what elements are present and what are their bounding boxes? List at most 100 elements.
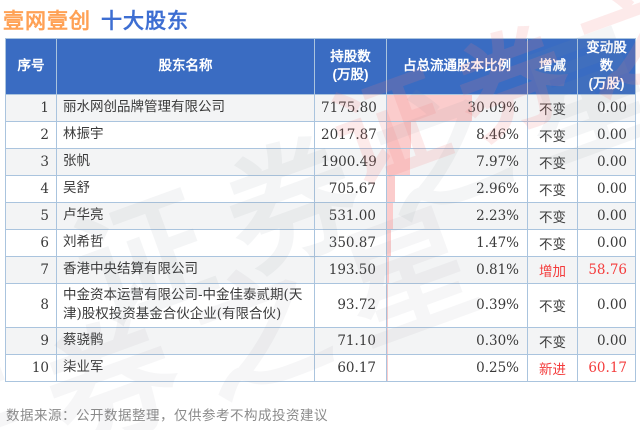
cell-change: 增加 <box>527 255 578 284</box>
cell-delta: 60.17 <box>577 353 636 382</box>
stock-name: 壹网壹创 <box>3 10 91 33</box>
cell-seq: 6 <box>5 228 57 257</box>
cell-change: 不变 <box>527 201 578 230</box>
cell-delta: 0.00 <box>577 326 636 355</box>
cell-shares: 1900.49 <box>314 147 387 176</box>
ratio-value: 8.46% <box>476 126 519 143</box>
table-row: 5 卢华亮 531.00 2.23% 不变 0.00 <box>5 201 636 230</box>
cell-shares: 531.00 <box>314 201 387 230</box>
cell-shareholder-name: 张帆 <box>56 147 315 176</box>
cell-ratio: 0.30% <box>386 326 528 355</box>
cell-seq: 10 <box>5 353 57 382</box>
ratio-value: 30.09% <box>467 99 519 116</box>
table-row: 9 蔡骁鹘 71.10 0.30% 不变 0.00 <box>5 326 636 355</box>
cell-change: 不变 <box>527 120 578 149</box>
cell-shareholder-name: 林振宇 <box>56 120 315 149</box>
cell-ratio: 0.25% <box>386 353 528 382</box>
cell-delta: 0.00 <box>577 282 636 328</box>
cell-seq: 5 <box>5 201 57 230</box>
cell-ratio: 8.46% <box>386 120 528 149</box>
cell-shareholder-name: 中金资本运营有限公司-中金佳泰贰期(天津)股权投资基金合伙企业(有限合伙) <box>56 282 315 328</box>
cell-change: 新进 <box>527 353 578 382</box>
cell-shareholder-name: 蔡骁鹘 <box>56 326 315 355</box>
table-row: 8 中金资本运营有限公司-中金佳泰贰期(天津)股权投资基金合伙企业(有限合伙) … <box>5 282 636 328</box>
table-row: 4 吴舒 705.67 2.96% 不变 0.00 <box>5 174 636 203</box>
cell-change: 不变 <box>527 326 578 355</box>
cell-shares: 60.17 <box>314 353 387 382</box>
cell-shares: 350.87 <box>314 228 387 257</box>
cell-shareholder-name: 丽水网创品牌管理有限公司 <box>56 93 315 122</box>
col-header-change: 增减 <box>527 38 578 95</box>
ratio-value: 0.25% <box>476 359 519 376</box>
table-row: 6 刘希哲 350.87 1.47% 不变 0.00 <box>5 228 636 257</box>
ratio-bar <box>387 202 394 229</box>
cell-shares: 71.10 <box>314 326 387 355</box>
cell-change: 不变 <box>527 228 578 257</box>
col-header-ratio: 占总流通股本比例 <box>386 38 528 95</box>
cell-shareholder-name: 柒业军 <box>56 353 315 382</box>
cell-shares: 193.50 <box>314 255 387 284</box>
cell-change: 不变 <box>527 282 578 328</box>
col-header-name: 股东名称 <box>56 38 315 95</box>
cell-seq: 3 <box>5 147 57 176</box>
ratio-bar <box>387 229 392 256</box>
ratio-value: 0.81% <box>476 261 519 278</box>
cell-ratio: 2.23% <box>386 201 528 230</box>
table-row: 1 丽水网创品牌管理有限公司 7175.80 30.09% 不变 0.00 <box>5 93 636 122</box>
cell-shareholder-name: 吴舒 <box>56 174 315 203</box>
data-source-note: 数据来源：公开数据整理，仅供参考不构成投资建议 <box>6 408 328 424</box>
col-header-delta: 变动股数 (万股) <box>577 38 636 95</box>
ratio-value: 0.30% <box>476 332 519 349</box>
cell-shares: 93.72 <box>314 282 387 328</box>
table-header-row: 序号 股东名称 持股数 (万股) 占总流通股本比例 增减 变动股数 (万股) <box>5 38 636 95</box>
cell-delta: 0.00 <box>577 93 636 122</box>
cell-delta: 0.00 <box>577 147 636 176</box>
cell-ratio: 7.97% <box>386 147 528 176</box>
ratio-bar <box>387 121 411 148</box>
ratio-bar <box>387 94 473 121</box>
ratio-value: 1.47% <box>476 234 519 251</box>
table-row: 10 柒业军 60.17 0.25% 新进 60.17 <box>5 353 636 382</box>
shareholder-table: 序号 股东名称 持股数 (万股) 占总流通股本比例 增减 变动股数 (万股) 1… <box>5 38 636 382</box>
cell-delta: 0.00 <box>577 228 636 257</box>
ratio-bar <box>387 327 388 354</box>
table-row: 7 香港中央结算有限公司 193.50 0.81% 增加 58.76 <box>5 255 636 284</box>
ratio-value: 7.97% <box>476 153 519 170</box>
ratio-value: 2.23% <box>476 207 519 224</box>
ratio-bar <box>387 283 389 327</box>
col-header-seq: 序号 <box>5 38 57 95</box>
cell-shareholder-name: 卢华亮 <box>56 201 315 230</box>
cell-seq: 7 <box>5 255 57 284</box>
page-title: 壹网壹创 十大股东 <box>3 5 189 35</box>
cell-shares: 2017.87 <box>314 120 387 149</box>
ratio-bar <box>387 354 388 381</box>
cell-ratio: 30.09% <box>386 93 528 122</box>
cell-delta: 0.00 <box>577 174 636 203</box>
cell-seq: 9 <box>5 326 57 355</box>
ratio-value: 2.96% <box>476 180 519 197</box>
ratio-bar <box>387 148 410 175</box>
cell-seq: 2 <box>5 120 57 149</box>
cell-seq: 8 <box>5 282 57 328</box>
cell-shareholder-name: 刘希哲 <box>56 228 315 257</box>
cell-ratio: 0.81% <box>386 255 528 284</box>
cell-change: 不变 <box>527 147 578 176</box>
ratio-bar <box>387 175 396 202</box>
cell-ratio: 1.47% <box>386 228 528 257</box>
cell-change: 不变 <box>527 93 578 122</box>
cell-delta: 0.00 <box>577 120 636 149</box>
ratio-value: 0.39% <box>476 297 519 314</box>
cell-seq: 1 <box>5 93 57 122</box>
cell-shareholder-name: 香港中央结算有限公司 <box>56 255 315 284</box>
ratio-bar <box>387 256 390 283</box>
cell-delta: 58.76 <box>577 255 636 284</box>
cell-ratio: 0.39% <box>386 282 528 328</box>
table-row: 3 张帆 1900.49 7.97% 不变 0.00 <box>5 147 636 176</box>
table-row: 2 林振宇 2017.87 8.46% 不变 0.00 <box>5 120 636 149</box>
cell-seq: 4 <box>5 174 57 203</box>
col-header-shares: 持股数 (万股) <box>314 38 387 95</box>
title-suffix: 十大股东 <box>101 10 189 33</box>
cell-ratio: 2.96% <box>386 174 528 203</box>
cell-shares: 7175.80 <box>314 93 387 122</box>
cell-change: 不变 <box>527 174 578 203</box>
